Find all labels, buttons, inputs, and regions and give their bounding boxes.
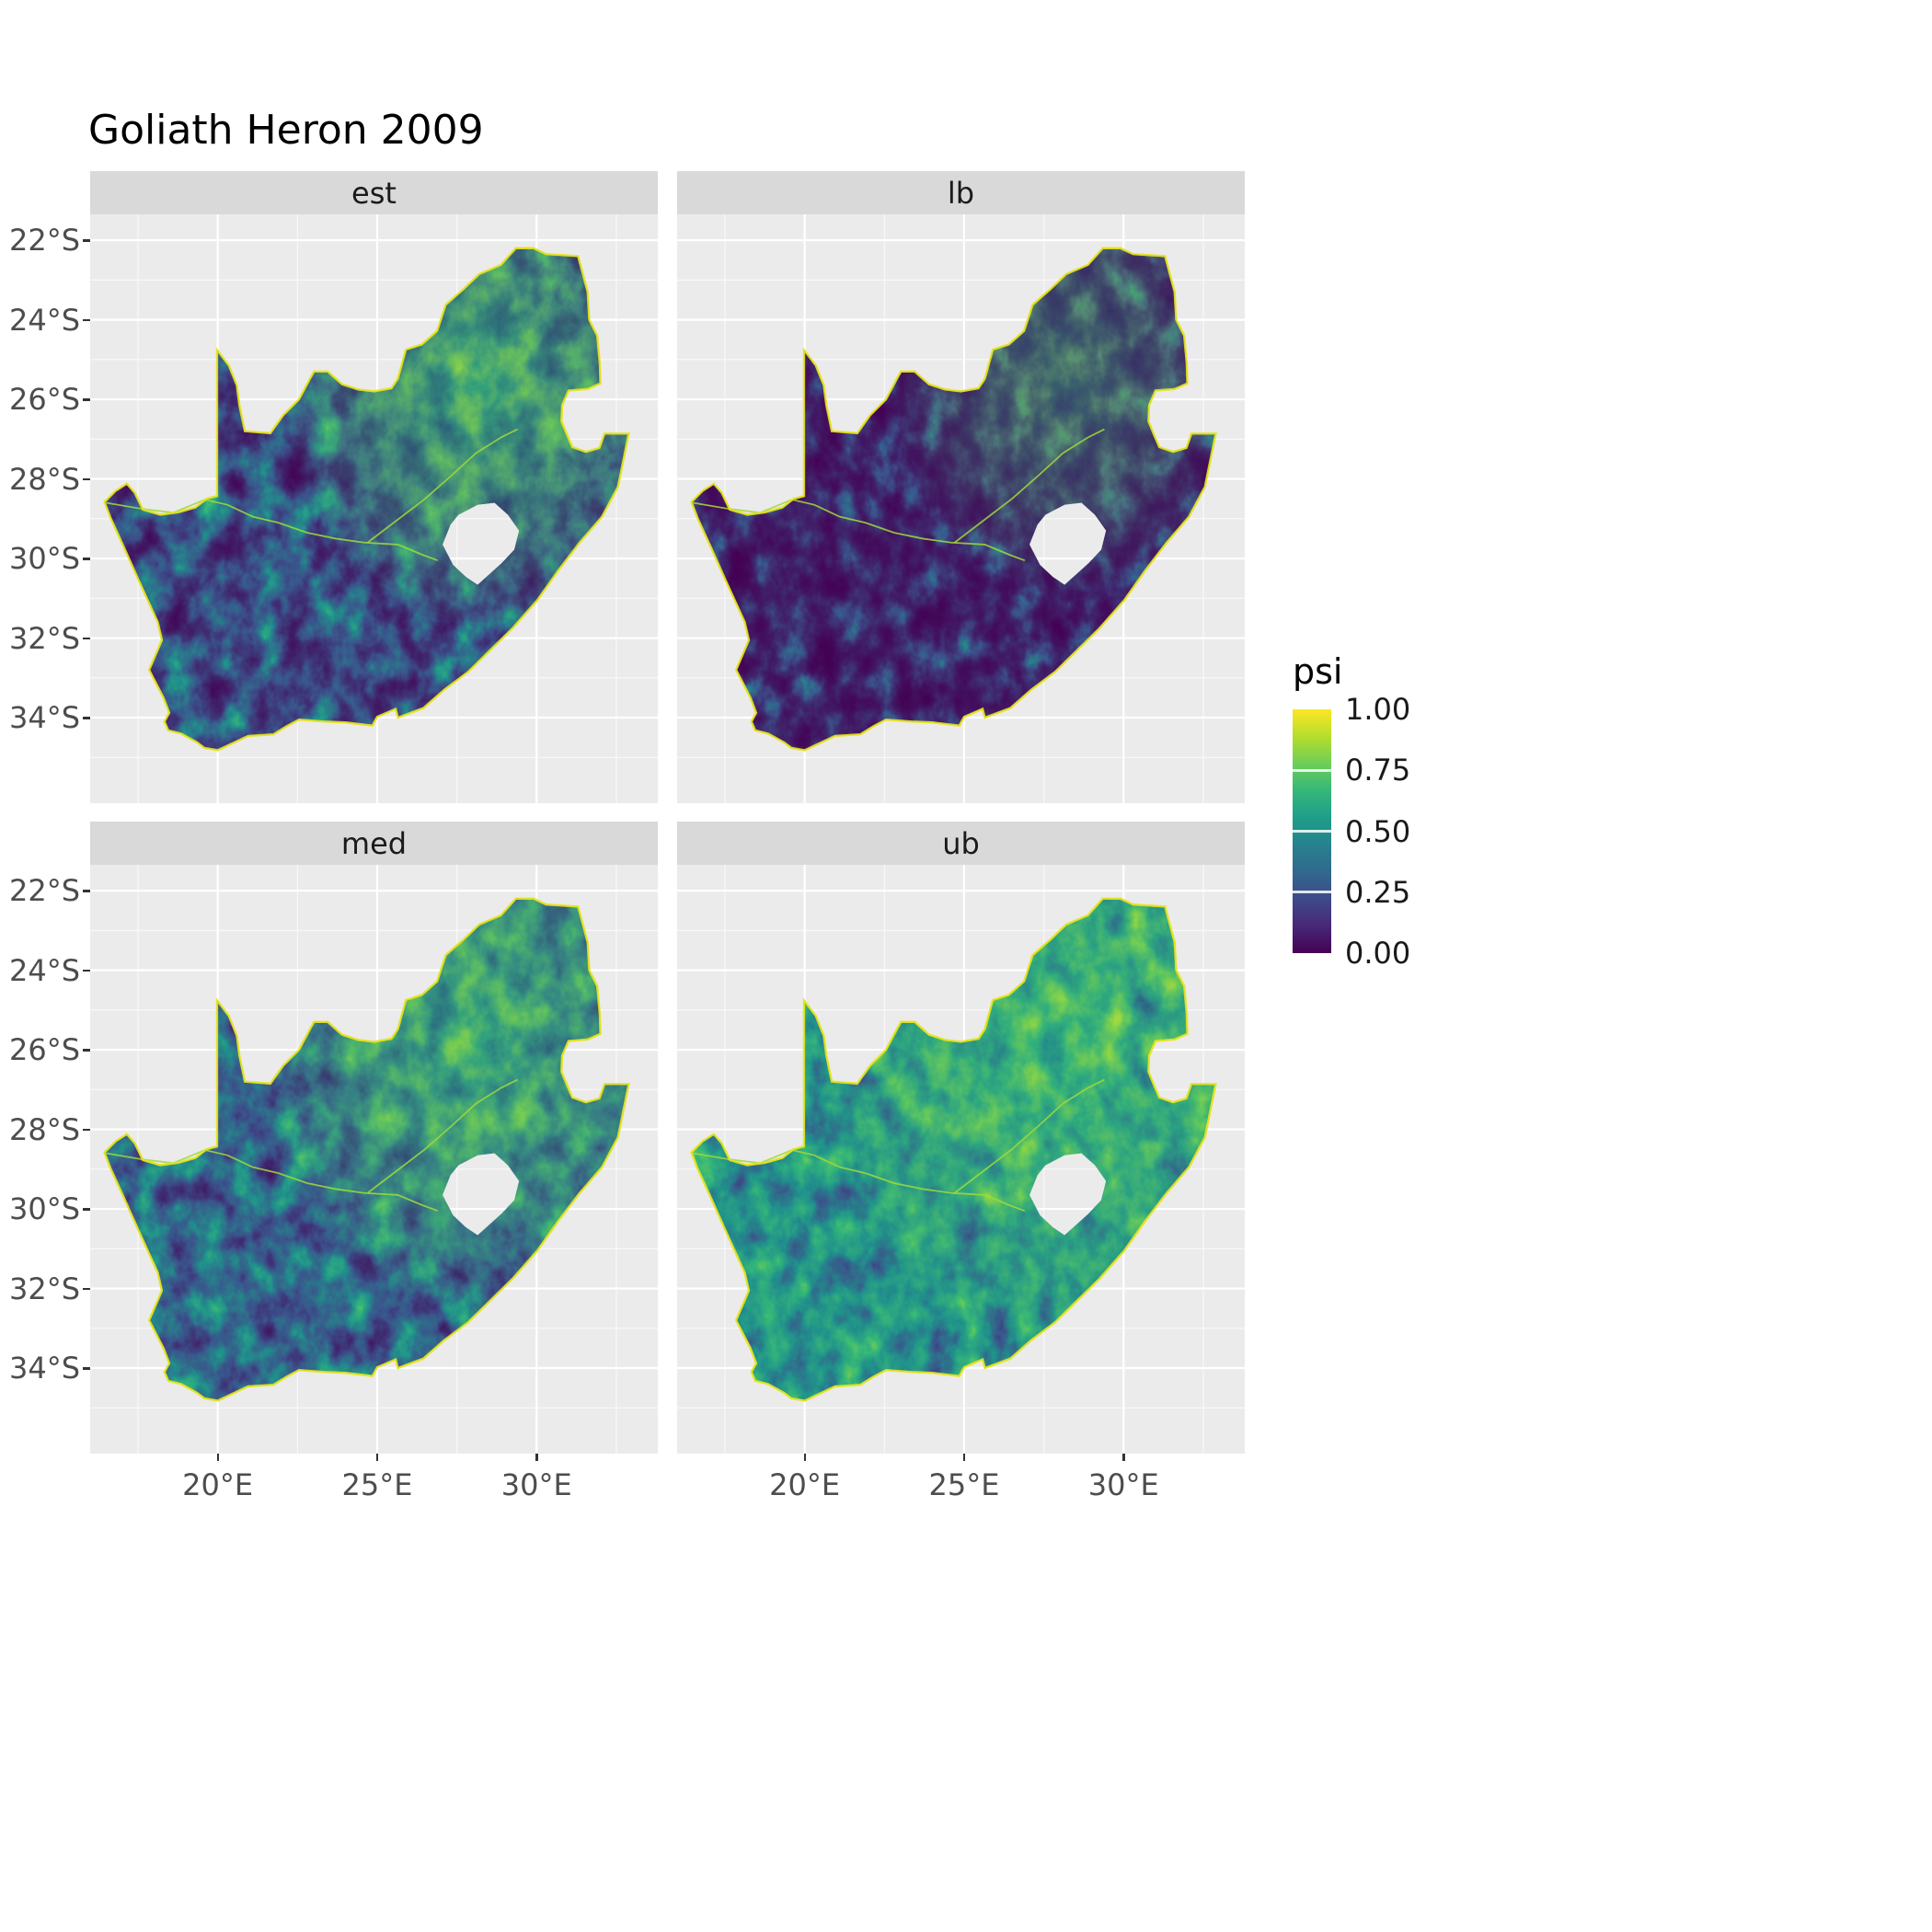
y-axis-tick	[83, 1208, 90, 1211]
map-med	[90, 865, 658, 1454]
legend-title: psi	[1293, 651, 1343, 692]
y-axis-label: 24°S	[9, 302, 81, 338]
y-axis-label: 30°S	[9, 541, 81, 577]
x-axis-label: 30°E	[500, 1467, 572, 1502]
x-axis-tick	[535, 1454, 538, 1461]
map-ub	[677, 865, 1245, 1454]
legend-label: 0.25	[1345, 874, 1411, 910]
y-axis-tick	[83, 398, 90, 401]
x-axis-label: 25°E	[928, 1467, 1000, 1502]
legend-label: 0.75	[1345, 753, 1411, 788]
x-axis-tick	[1122, 1454, 1125, 1461]
y-axis-label: 24°S	[9, 952, 81, 988]
vaal-river-line	[955, 430, 1105, 543]
y-axis-tick	[83, 1049, 90, 1052]
y-axis-label: 28°S	[9, 1111, 81, 1147]
y-axis-tick	[83, 717, 90, 719]
x-axis-tick	[962, 1454, 966, 1461]
y-axis-label: 26°S	[9, 382, 81, 418]
y-axis-label: 26°S	[9, 1032, 81, 1068]
y-axis-label: 34°S	[9, 1351, 81, 1386]
legend-colorbar-tick	[1293, 768, 1331, 772]
legend-label: 1.00	[1345, 692, 1411, 727]
y-axis-label: 32°S	[9, 1271, 81, 1306]
y-axis-label: 22°S	[9, 873, 81, 909]
coastline-fringe	[105, 899, 629, 1401]
y-axis-label: 28°S	[9, 461, 81, 497]
raster-psi-boost-est	[104, 247, 629, 751]
facet-panel-lb	[677, 214, 1245, 803]
map-lb	[677, 214, 1245, 803]
x-axis-label: 25°E	[341, 1467, 413, 1502]
map-est	[90, 214, 658, 803]
facet-label: med	[340, 825, 408, 861]
facet-label: est	[351, 175, 397, 211]
chart-title: Goliath Heron 2009	[88, 107, 484, 154]
coastline-fringe	[105, 248, 629, 751]
coastline-fringe	[692, 248, 1216, 751]
y-axis-tick	[83, 969, 90, 972]
x-axis-tick	[375, 1454, 379, 1461]
raster-psi-boost-lb	[691, 247, 1216, 751]
facet-panel-med	[90, 865, 658, 1454]
x-axis-label: 20°E	[769, 1467, 841, 1502]
x-axis-label: 30°E	[1087, 1467, 1159, 1502]
facet-label: ub	[942, 825, 980, 861]
vaal-river-line	[955, 1080, 1105, 1193]
raster-psi-boost-ub	[691, 898, 1216, 1401]
x-axis-tick	[803, 1454, 807, 1461]
raster-psi-boost-med	[104, 898, 629, 1401]
facet-panel-ub	[677, 865, 1245, 1454]
y-axis-tick	[83, 239, 90, 242]
legend-colorbar-tick	[1293, 891, 1331, 894]
x-axis-label: 20°E	[182, 1467, 254, 1502]
y-axis-tick	[83, 318, 90, 322]
y-axis-label: 22°S	[9, 223, 81, 259]
x-axis-tick	[216, 1454, 220, 1461]
y-axis-tick	[83, 890, 90, 892]
y-axis-tick	[83, 558, 90, 560]
y-axis-tick	[83, 477, 90, 481]
facet-strip-lb: lb	[677, 171, 1245, 214]
coastline-fringe	[692, 899, 1216, 1401]
y-axis-label: 34°S	[9, 700, 81, 736]
legend-label: 0.50	[1345, 813, 1411, 849]
vaal-river-line	[368, 1080, 518, 1193]
facet-strip-est: est	[90, 171, 658, 214]
y-axis-label: 32°S	[9, 620, 81, 656]
y-axis-tick	[83, 1128, 90, 1132]
y-axis-tick	[83, 1367, 90, 1370]
facet-strip-ub: ub	[677, 822, 1245, 865]
facet-label: lb	[947, 175, 975, 211]
vaal-river-line	[368, 430, 518, 543]
y-axis-tick	[83, 1287, 90, 1291]
facet-strip-med: med	[90, 822, 658, 865]
y-axis-tick	[83, 637, 90, 640]
y-axis-label: 30°S	[9, 1191, 81, 1227]
legend-colorbar-tick	[1293, 830, 1331, 833]
facet-panel-est	[90, 214, 658, 803]
legend-label: 0.00	[1345, 936, 1411, 971]
